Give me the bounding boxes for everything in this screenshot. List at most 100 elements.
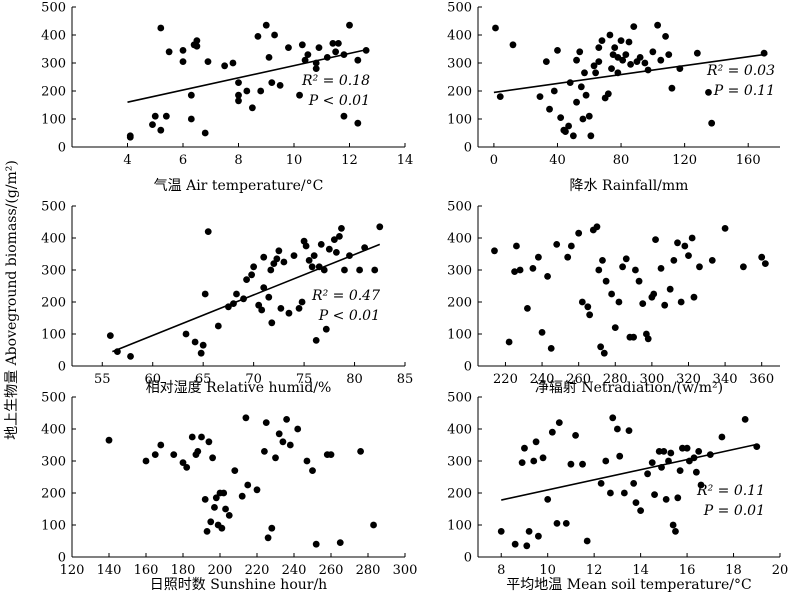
data-point bbox=[225, 512, 233, 519]
y-tick-label: 300 bbox=[41, 455, 66, 470]
data-point bbox=[660, 448, 668, 455]
y-tick-label: 400 bbox=[41, 29, 66, 44]
x-tick-label: 220 bbox=[245, 563, 270, 578]
y-tick-label: 100 bbox=[447, 113, 472, 128]
data-point bbox=[672, 528, 679, 535]
data-point bbox=[179, 58, 187, 65]
y-tick-label: 400 bbox=[447, 232, 472, 247]
x-tick-label: 85 bbox=[397, 372, 414, 387]
data-point bbox=[586, 311, 594, 319]
data-point bbox=[275, 430, 283, 438]
data-point bbox=[340, 112, 348, 120]
data-point bbox=[254, 33, 262, 40]
data-point bbox=[607, 489, 614, 497]
data-point bbox=[243, 276, 250, 283]
data-point bbox=[635, 277, 643, 285]
data-point bbox=[162, 112, 170, 120]
data-point bbox=[741, 416, 749, 423]
data-point bbox=[376, 223, 384, 231]
data-point bbox=[616, 452, 624, 460]
x-tick-label: 200 bbox=[208, 563, 233, 578]
data-point bbox=[492, 24, 499, 32]
data-point bbox=[262, 419, 270, 426]
data-point bbox=[597, 343, 605, 351]
subplot-5: 0 100 200 300 400 500 120 140 160 180 200 220 240 260… bbox=[41, 391, 417, 594]
data-point bbox=[170, 451, 178, 458]
data-point bbox=[310, 252, 318, 259]
data-point bbox=[268, 319, 276, 327]
x-tick-label: 18 bbox=[725, 563, 742, 578]
y-tick-label: 0 bbox=[58, 551, 66, 566]
data-point bbox=[670, 257, 678, 264]
data-point bbox=[569, 132, 577, 140]
y-tick-label: 300 bbox=[447, 57, 472, 72]
p-value-label: P = 0.01 bbox=[703, 503, 765, 519]
x-tick-label: 20 bbox=[772, 563, 789, 578]
data-point bbox=[235, 79, 242, 86]
subplot-4: 0 100 200 300 400 500 220 240 260 280 300 320 340 360… bbox=[447, 200, 780, 396]
data-point bbox=[242, 414, 250, 422]
data-point bbox=[721, 225, 729, 232]
data-point bbox=[276, 82, 284, 89]
data-point bbox=[595, 58, 603, 65]
data-point bbox=[312, 337, 320, 344]
data-point bbox=[518, 459, 526, 466]
x-tick-label: 260 bbox=[319, 563, 344, 578]
data-point bbox=[268, 79, 276, 86]
data-point bbox=[285, 309, 293, 317]
data-point bbox=[325, 245, 333, 253]
data-point bbox=[573, 56, 580, 64]
data-point bbox=[606, 31, 614, 39]
data-point bbox=[243, 87, 251, 95]
data-point bbox=[622, 51, 630, 58]
data-point bbox=[511, 268, 519, 275]
data-point bbox=[262, 21, 270, 29]
data-point bbox=[211, 504, 218, 511]
data-point bbox=[679, 444, 686, 452]
y-tick-label: 200 bbox=[41, 85, 66, 100]
y-tick-label: 500 bbox=[41, 200, 66, 215]
r-squared-label: R² = 0.18 bbox=[301, 73, 370, 89]
data-point bbox=[248, 104, 256, 112]
data-point bbox=[665, 51, 673, 58]
data-point bbox=[576, 48, 584, 56]
data-point bbox=[235, 91, 242, 99]
data-point bbox=[357, 448, 364, 455]
data-point bbox=[285, 44, 292, 51]
y-tick-label: 0 bbox=[464, 141, 472, 156]
y-tick-label: 100 bbox=[41, 113, 66, 128]
data-point bbox=[204, 58, 212, 65]
y-tick-label: 100 bbox=[41, 328, 66, 343]
regression-line bbox=[493, 53, 768, 94]
x-tick-label: 40 bbox=[549, 153, 566, 168]
data-point bbox=[188, 433, 196, 441]
data-point bbox=[332, 48, 340, 56]
data-point bbox=[546, 105, 553, 113]
data-point bbox=[194, 448, 202, 455]
data-point bbox=[542, 58, 550, 65]
y-tick-label: 0 bbox=[464, 551, 472, 566]
data-point bbox=[685, 252, 692, 259]
data-point bbox=[294, 425, 302, 433]
data-point bbox=[214, 322, 222, 330]
x-tick-label: 16 bbox=[679, 563, 696, 578]
data-point bbox=[708, 257, 716, 264]
x-tick-label: 8 bbox=[234, 153, 242, 168]
data-point bbox=[335, 40, 342, 47]
data-point bbox=[179, 47, 187, 54]
data-point bbox=[627, 61, 634, 68]
data-point bbox=[595, 44, 603, 51]
data-point bbox=[669, 521, 677, 529]
data-point bbox=[657, 265, 665, 272]
data-point bbox=[336, 539, 344, 546]
data-point bbox=[193, 37, 201, 44]
subplot-6: 0 100 200 300 400 500 8 10 12 14 16 18 20 平均地温 Mean s… bbox=[447, 391, 788, 594]
y-tick-label: 300 bbox=[447, 264, 472, 279]
data-point bbox=[193, 42, 201, 50]
data-point bbox=[619, 56, 627, 64]
data-point bbox=[532, 438, 540, 446]
regression-line bbox=[501, 443, 757, 501]
data-point bbox=[530, 457, 538, 465]
x-tick-label: 280 bbox=[356, 563, 381, 578]
data-point bbox=[661, 301, 669, 309]
